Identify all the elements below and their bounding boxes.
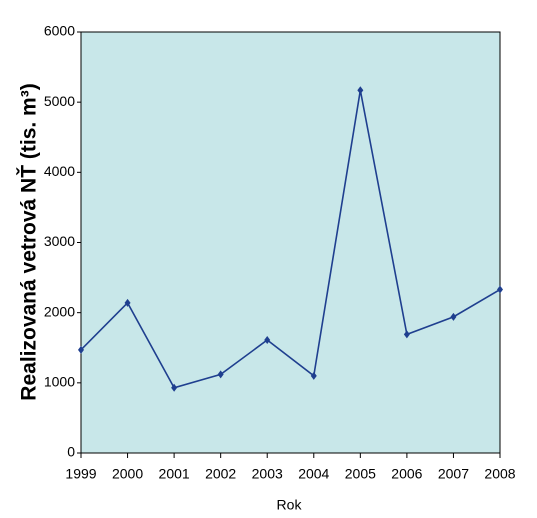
y-tick-label: 2000	[44, 303, 75, 319]
x-tick-label: 2008	[484, 466, 515, 482]
data-point	[403, 330, 410, 339]
x-tick-label: 1999	[65, 466, 96, 482]
data-point	[217, 370, 224, 379]
data-point	[78, 345, 84, 354]
x-tick-label: 2002	[205, 466, 236, 482]
x-tick-label: 2003	[252, 466, 283, 482]
data-line	[80, 90, 501, 389]
data-point	[171, 383, 178, 392]
y-tick-label: 6000	[44, 23, 75, 39]
y-axis-title: Realizovaná vetrová NŤ (tis. m³)	[17, 83, 41, 400]
data-point	[310, 371, 317, 380]
x-tick-label: 2005	[345, 466, 376, 482]
x-tick-label: 2004	[298, 466, 329, 482]
data-point	[264, 336, 271, 345]
y-tick-label: 3000	[44, 233, 75, 249]
data-point	[357, 86, 364, 95]
data-point	[497, 285, 503, 294]
x-axis-title: Rok	[277, 497, 303, 513]
x-tick-label: 2007	[438, 466, 469, 482]
y-tick-label: 0	[67, 444, 75, 460]
plot-area	[80, 31, 501, 454]
x-tick-label: 2006	[391, 466, 422, 482]
y-tick-label: 5000	[44, 93, 75, 109]
x-tick-label: 2000	[112, 466, 143, 482]
y-tick-label: 1000	[44, 374, 75, 390]
data-point	[450, 312, 457, 321]
x-tick-label: 2001	[159, 466, 190, 482]
y-tick-label: 4000	[44, 163, 75, 179]
data-point	[124, 298, 131, 307]
